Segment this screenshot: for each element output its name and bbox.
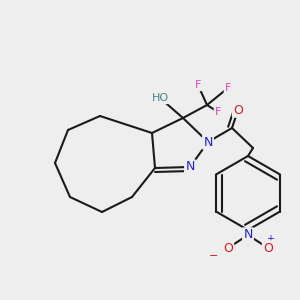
- Text: +: +: [266, 234, 274, 244]
- Text: F: F: [215, 107, 221, 117]
- Text: F: F: [195, 80, 201, 90]
- Text: −: −: [209, 251, 219, 261]
- Text: N: N: [185, 160, 195, 173]
- Text: F: F: [225, 83, 231, 93]
- Text: N: N: [243, 229, 253, 242]
- Text: O: O: [263, 242, 273, 254]
- Text: N: N: [203, 136, 213, 148]
- Text: O: O: [223, 242, 233, 254]
- Text: O: O: [233, 103, 243, 116]
- Text: HO: HO: [152, 93, 169, 103]
